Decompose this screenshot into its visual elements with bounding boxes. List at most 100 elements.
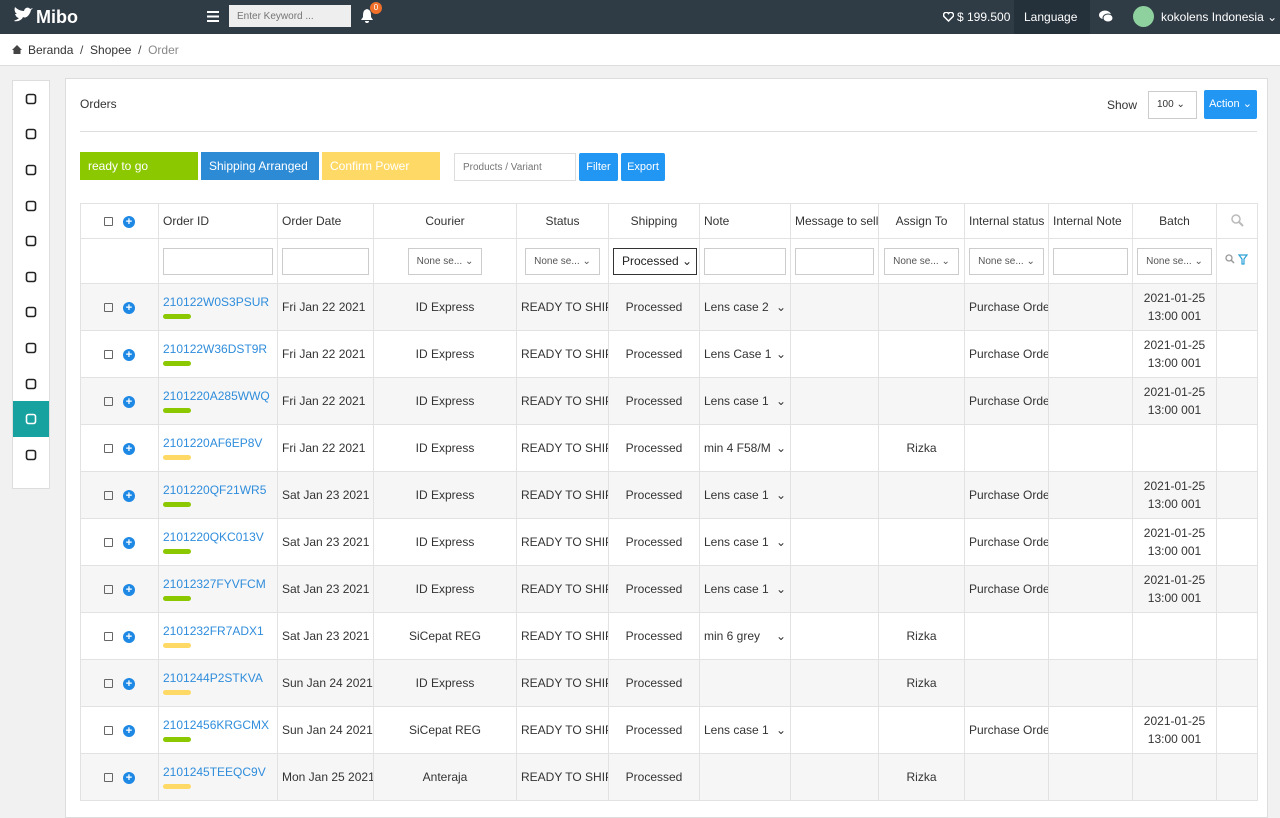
- note-select[interactable]: min 4 F58/M ⌄: [704, 441, 786, 455]
- sidebar-item[interactable]: [13, 223, 49, 259]
- sidebar-item[interactable]: [13, 401, 49, 437]
- row-checkbox[interactable]: [104, 491, 113, 501]
- row-checkbox[interactable]: [104, 585, 113, 595]
- user-menu[interactable]: kokolens Indonesia ⌄: [1161, 10, 1278, 24]
- column-filter-input[interactable]: [282, 247, 369, 275]
- language-menu[interactable]: Language ⌄: [1014, 0, 1090, 58]
- row-checkbox[interactable]: [104, 726, 113, 736]
- sidebar-item[interactable]: [13, 295, 49, 331]
- cell: [1132, 753, 1217, 801]
- order-id-link[interactable]: 2101245TEEQC9V: [163, 765, 266, 779]
- column-header[interactable]: Message to seller: [790, 203, 879, 239]
- breadcrumb-link[interactable]: Shopee: [90, 43, 132, 57]
- status-tab[interactable]: Confirm Power: [322, 152, 440, 180]
- expand-row[interactable]: +: [123, 772, 135, 784]
- column-filter-select[interactable]: None se... ⌄: [884, 247, 959, 275]
- row-checkbox[interactable]: [104, 397, 113, 407]
- order-id-link[interactable]: 2101232FR7ADX1: [163, 624, 264, 638]
- row-checkbox[interactable]: [104, 679, 113, 689]
- column-filter-select[interactable]: None se... ⌄: [525, 247, 600, 275]
- menu-toggle[interactable]: [207, 11, 219, 22]
- note-select[interactable]: min 6 grey ⌄: [704, 629, 786, 643]
- expand-row[interactable]: +: [123, 443, 135, 455]
- expand-row[interactable]: +: [123, 584, 135, 596]
- column-header[interactable]: Order ID: [158, 203, 278, 239]
- column-filter-select[interactable]: None se... ⌄: [969, 247, 1044, 275]
- row-checkbox[interactable]: [104, 444, 113, 454]
- row-checkbox[interactable]: [104, 773, 113, 783]
- filter-button[interactable]: Filter: [579, 153, 618, 181]
- row-checkbox[interactable]: [104, 538, 113, 548]
- column-header[interactable]: Internal status: [964, 203, 1049, 239]
- note-select[interactable]: Lens case 1 ⌄: [704, 723, 786, 737]
- note-select[interactable]: Lens Case 1 ⌄: [704, 347, 786, 361]
- order-id-link[interactable]: 2101220QKC013V: [163, 530, 264, 544]
- column-header[interactable]: Order Date: [277, 203, 374, 239]
- sidebar-item[interactable]: [13, 117, 49, 153]
- column-filter-input[interactable]: [1053, 247, 1128, 275]
- column-header[interactable]: Internal Note: [1048, 203, 1133, 239]
- sidebar-item[interactable]: [13, 366, 49, 402]
- note-select[interactable]: Lens case 1 ⌄: [704, 488, 786, 502]
- notification-bell[interactable]: [361, 9, 373, 23]
- cell: 2021-01-25 13:00 001: [1132, 471, 1217, 519]
- note-select[interactable]: Lens case 1 ⌄: [704, 394, 786, 408]
- expand-row[interactable]: +: [123, 725, 135, 737]
- product-filter-input[interactable]: [454, 153, 576, 181]
- order-id-link[interactable]: 2101220AF6EP8V: [163, 436, 263, 450]
- column-filter-input[interactable]: [704, 247, 786, 275]
- note-select[interactable]: Lens case 1 ⌄: [704, 535, 786, 549]
- column-filter-select[interactable]: None se... ⌄: [1137, 247, 1212, 275]
- column-header[interactable]: Note: [699, 203, 791, 239]
- avatar[interactable]: [1133, 6, 1154, 27]
- expand-row[interactable]: +: [123, 349, 135, 361]
- order-id-link[interactable]: 2101244P2STKVA: [163, 671, 263, 685]
- filter-icons[interactable]: [1225, 253, 1249, 266]
- chat-icon[interactable]: [1099, 10, 1113, 23]
- row-checkbox[interactable]: [104, 350, 113, 360]
- expand-row[interactable]: +: [123, 631, 135, 643]
- column-filter-input[interactable]: [795, 247, 874, 275]
- order-id-link[interactable]: 210122W36DST9R: [163, 342, 268, 356]
- note-select[interactable]: Lens case 2 ⌄: [704, 300, 786, 314]
- export-button[interactable]: Export: [621, 153, 665, 181]
- sidebar-item[interactable]: [13, 437, 49, 473]
- row-checkbox[interactable]: [104, 303, 113, 313]
- column-filter-select[interactable]: None se... ⌄: [407, 247, 483, 275]
- brand[interactable]: Mibo: [36, 7, 78, 27]
- order-tag: [163, 643, 191, 648]
- column-header[interactable]: Batch: [1132, 203, 1217, 239]
- note-select[interactable]: Lens case 1 ⌄: [704, 582, 786, 596]
- column-header[interactable]: Courier: [373, 203, 517, 239]
- sidebar-item[interactable]: [13, 188, 49, 224]
- page-size-select[interactable]: 100 ⌄: [1148, 91, 1197, 119]
- breadcrumb-link[interactable]: Beranda: [28, 43, 74, 57]
- sidebar-item[interactable]: [13, 81, 49, 117]
- action-button[interactable]: Action ⌄: [1204, 90, 1257, 119]
- column-header[interactable]: Status: [516, 203, 609, 239]
- expand-row[interactable]: +: [123, 678, 135, 690]
- order-id-link[interactable]: 2101220A285WWQ: [163, 389, 270, 403]
- order-id-link[interactable]: 210122W0S3PSUR: [163, 295, 270, 309]
- column-filter-input[interactable]: [163, 247, 273, 275]
- sidebar-item[interactable]: [13, 152, 49, 188]
- status-tab[interactable]: Shipping Arranged: [201, 152, 319, 180]
- order-id-link[interactable]: 21012327FYVFCM: [163, 577, 266, 591]
- select-all-checkbox[interactable]: [104, 217, 113, 227]
- row-checkbox[interactable]: [104, 632, 113, 642]
- search-icon[interactable]: [1230, 213, 1244, 227]
- column-header[interactable]: Assign To: [878, 203, 965, 239]
- expand-row[interactable]: +: [123, 302, 135, 314]
- expand-all[interactable]: +: [123, 216, 135, 228]
- column-filter-select[interactable]: Processed ⌄: [613, 247, 697, 275]
- sidebar-item[interactable]: [13, 330, 49, 366]
- expand-row[interactable]: +: [123, 396, 135, 408]
- sidebar-item[interactable]: [13, 259, 49, 295]
- status-tab[interactable]: ready to go: [80, 152, 198, 180]
- search-input[interactable]: [229, 5, 351, 27]
- column-header[interactable]: Shipping: [608, 203, 700, 239]
- expand-row[interactable]: +: [123, 537, 135, 549]
- order-id-link[interactable]: 21012456KRGCMX: [163, 718, 270, 732]
- expand-row[interactable]: +: [123, 490, 135, 502]
- order-id-link[interactable]: 2101220QF21WR5: [163, 483, 267, 497]
